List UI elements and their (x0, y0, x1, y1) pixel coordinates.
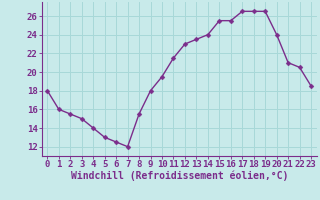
X-axis label: Windchill (Refroidissement éolien,°C): Windchill (Refroidissement éolien,°C) (70, 171, 288, 181)
